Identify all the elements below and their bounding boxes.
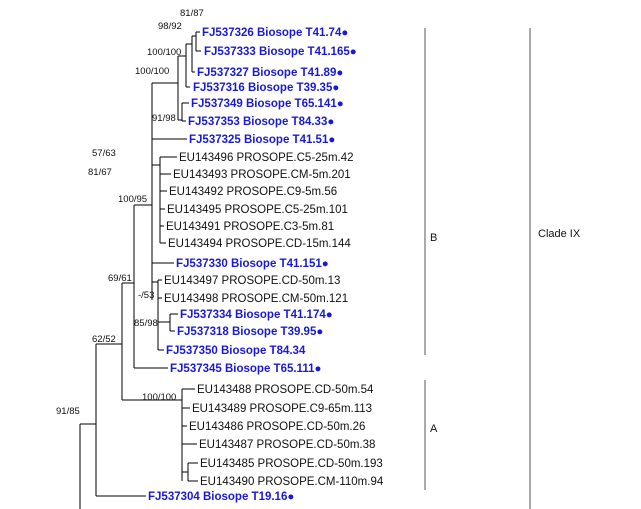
tip-label: EU143486 PROSOPE.CD-50m.26	[189, 421, 365, 433]
tip-label: EU143492 PROSOPE.C9-5m.56	[169, 186, 337, 198]
support-value: 100/95	[118, 194, 147, 205]
tip-label: EU143494 PROSOPE.CD-15m.144	[168, 238, 351, 250]
tip-label: EU143485 PROSOPE.CD-50m.193	[200, 458, 383, 470]
clade-labels: B A Clade IX	[430, 228, 581, 435]
support-value: 91/98	[152, 113, 176, 124]
tip-label: FJ537325 Biosope T41.51●	[189, 134, 335, 146]
support-value: 57/63	[92, 148, 116, 159]
clade-brackets	[424, 28, 531, 509]
support-value: 81/67	[88, 167, 112, 178]
tip-label: FJ537345 Biosope T65.111●	[170, 363, 321, 375]
tip-label: EU143488 PROSOPE.CD-50m.54	[197, 384, 374, 396]
tip-label: EU143487 PROSOPE.CD-50m.38	[199, 439, 375, 451]
tip-label: EU143498 PROSOPE.CM-50m.121	[164, 293, 348, 305]
tree-branches	[79, 31, 201, 509]
tip-label: EU143497 PROSOPE.CD-50m.13	[164, 275, 340, 287]
support-value: 62/52	[92, 334, 116, 345]
tip-labels: FJ537326 Biosope T41.74● FJ537333 Biosop…	[148, 27, 384, 503]
tip-label: FJ537318 Biosope T39.95●	[177, 326, 323, 338]
tip-label: FJ537304 Biosope T19.16●	[148, 491, 294, 503]
support-value: 100/100	[142, 392, 176, 403]
support-value: 69/61	[108, 273, 132, 284]
clade-B-label: B	[430, 232, 437, 244]
tip-label: EU143496 PROSOPE.C5-25m.42	[179, 152, 354, 164]
tip-label: EU143493 PROSOPE.CM-5m.201	[173, 169, 351, 181]
tip-label: EU143489 PROSOPE.C9-65m.113	[192, 403, 372, 415]
clade-A-label: A	[430, 423, 438, 435]
tip-label: FJ537353 Biosope T84.33●	[188, 116, 334, 128]
tip-label: EU143495 PROSOPE.C5-25m.101	[167, 204, 348, 216]
tip-label: FJ537330 Biosope T41.151●	[176, 258, 329, 270]
tip-label: FJ537334 Biosope T41.174●	[180, 309, 333, 321]
support-value: 91/85	[56, 406, 80, 417]
tip-label: FJ537316 Biosope T39.35●	[193, 82, 339, 94]
support-value: 100/100	[135, 66, 169, 77]
tip-label: FJ537349 Biosope T65.141●	[191, 98, 344, 110]
tip-label: FJ537350 Biosope T84.34	[166, 345, 306, 357]
support-value: -/53	[138, 290, 154, 301]
support-value: 98/92	[158, 21, 182, 32]
tip-label: FJ537327 Biosope T41.89●	[197, 67, 343, 79]
support-values: 81/87 98/92 100/100 100/100 91/98 57/63 …	[56, 8, 204, 417]
tip-label: EU143491 PROSOPE.C3-5m.81	[166, 221, 334, 233]
tip-label: FJ537333 Biosope T41.165●	[204, 46, 357, 58]
tip-label: FJ537326 Biosope T41.74●	[202, 27, 348, 39]
clade-IX-label: Clade IX	[538, 228, 581, 240]
support-value: 81/87	[180, 8, 204, 19]
support-value: 100/100	[147, 47, 181, 58]
tip-label: EU143490 PROSOPE.CM-110m.94	[200, 476, 384, 488]
support-value: 85/98	[134, 318, 158, 329]
